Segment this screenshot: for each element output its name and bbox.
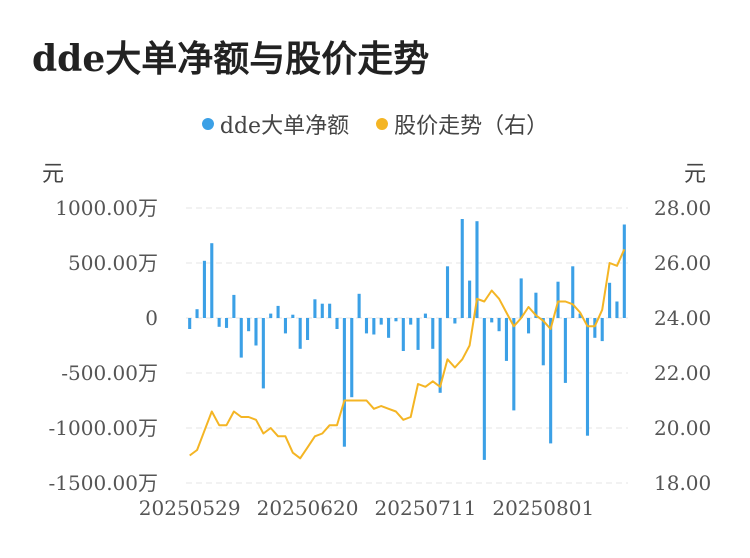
bar — [549, 318, 553, 444]
bar — [261, 318, 265, 389]
bar — [379, 318, 383, 325]
right-tick-label: 22.00 — [654, 361, 711, 385]
legend-dot-blue-icon — [201, 118, 214, 130]
bar — [423, 313, 427, 318]
bar — [313, 299, 317, 318]
bar — [195, 309, 199, 318]
bar — [438, 318, 442, 393]
bar — [291, 314, 295, 318]
bar — [269, 313, 273, 318]
bar — [482, 318, 486, 460]
bar — [357, 293, 361, 318]
bar — [306, 318, 310, 340]
bar — [298, 318, 302, 349]
legend-item-dde[interactable]: dde大单净额 — [201, 108, 350, 140]
right-tick-label: 26.00 — [654, 251, 711, 275]
bar — [224, 318, 229, 328]
bar — [188, 318, 192, 329]
left-tick-label: 500.00万 — [68, 251, 158, 275]
bar — [431, 318, 435, 349]
bar — [512, 318, 516, 411]
bar — [202, 260, 206, 318]
bar — [541, 318, 545, 366]
bar — [490, 318, 494, 323]
bar — [364, 318, 369, 334]
right-tick-label: 28.00 — [654, 196, 711, 220]
right-tick-label: 18.00 — [654, 471, 711, 495]
price-line — [189, 248, 626, 460]
left-tick-label: -1500.00万 — [49, 471, 158, 495]
chart-title: dde大单净额与股价走势 — [32, 38, 430, 80]
bar — [350, 318, 354, 398]
bar — [578, 313, 582, 318]
bar — [239, 318, 243, 358]
bar — [328, 303, 332, 318]
bar — [342, 318, 346, 447]
bar — [556, 281, 560, 318]
bar — [460, 219, 464, 318]
bar — [615, 301, 619, 318]
bar — [401, 318, 405, 351]
legend-dot-orange-icon — [376, 118, 389, 130]
bar — [232, 294, 236, 318]
bar — [335, 318, 339, 329]
bar — [497, 318, 501, 332]
legend-label-dde: dde大单净额 — [219, 114, 350, 139]
bar — [475, 221, 479, 318]
bar — [571, 266, 575, 318]
left-tick-label: 0 — [145, 306, 158, 330]
bar — [416, 318, 420, 350]
right-tick-label: 24.00 — [654, 306, 711, 330]
bar — [247, 318, 251, 332]
bar — [276, 305, 280, 318]
bar — [409, 318, 413, 325]
left-axis-unit: 元 — [42, 162, 65, 187]
bar — [394, 318, 398, 322]
bar — [217, 318, 221, 327]
bar — [504, 318, 508, 361]
bar — [563, 318, 567, 383]
right-tick-label: 20.00 — [654, 416, 711, 440]
bar — [534, 292, 538, 318]
bar — [527, 318, 531, 334]
bar — [600, 318, 604, 342]
bar — [593, 318, 597, 338]
legend-item-price[interactable]: 股价走势（右） — [376, 108, 548, 140]
x-tick-label: 20250620 — [257, 496, 359, 520]
x-tick-label: 20250529 — [139, 496, 241, 520]
x-tick-label: 20250801 — [492, 496, 594, 520]
x-tick-label: 20250711 — [375, 496, 477, 520]
bar — [445, 266, 450, 318]
bar — [453, 318, 457, 324]
bar — [254, 318, 258, 346]
bar — [585, 318, 590, 436]
bar — [387, 318, 391, 338]
bar — [519, 278, 523, 318]
legend: dde大单净额 股价走势（右） — [0, 108, 750, 140]
left-tick-label: -500.00万 — [61, 361, 158, 385]
left-tick-label: 1000.00万 — [55, 196, 158, 220]
bar — [210, 243, 214, 318]
bar — [320, 303, 324, 318]
bar — [468, 280, 472, 318]
left-tick-label: -1000.00万 — [49, 416, 158, 440]
bar — [372, 318, 376, 335]
bar — [283, 318, 287, 334]
bar — [622, 224, 626, 318]
right-axis-unit: 元 — [684, 162, 707, 187]
bar — [608, 282, 612, 318]
legend-label-price: 股价走势（右） — [394, 114, 549, 139]
